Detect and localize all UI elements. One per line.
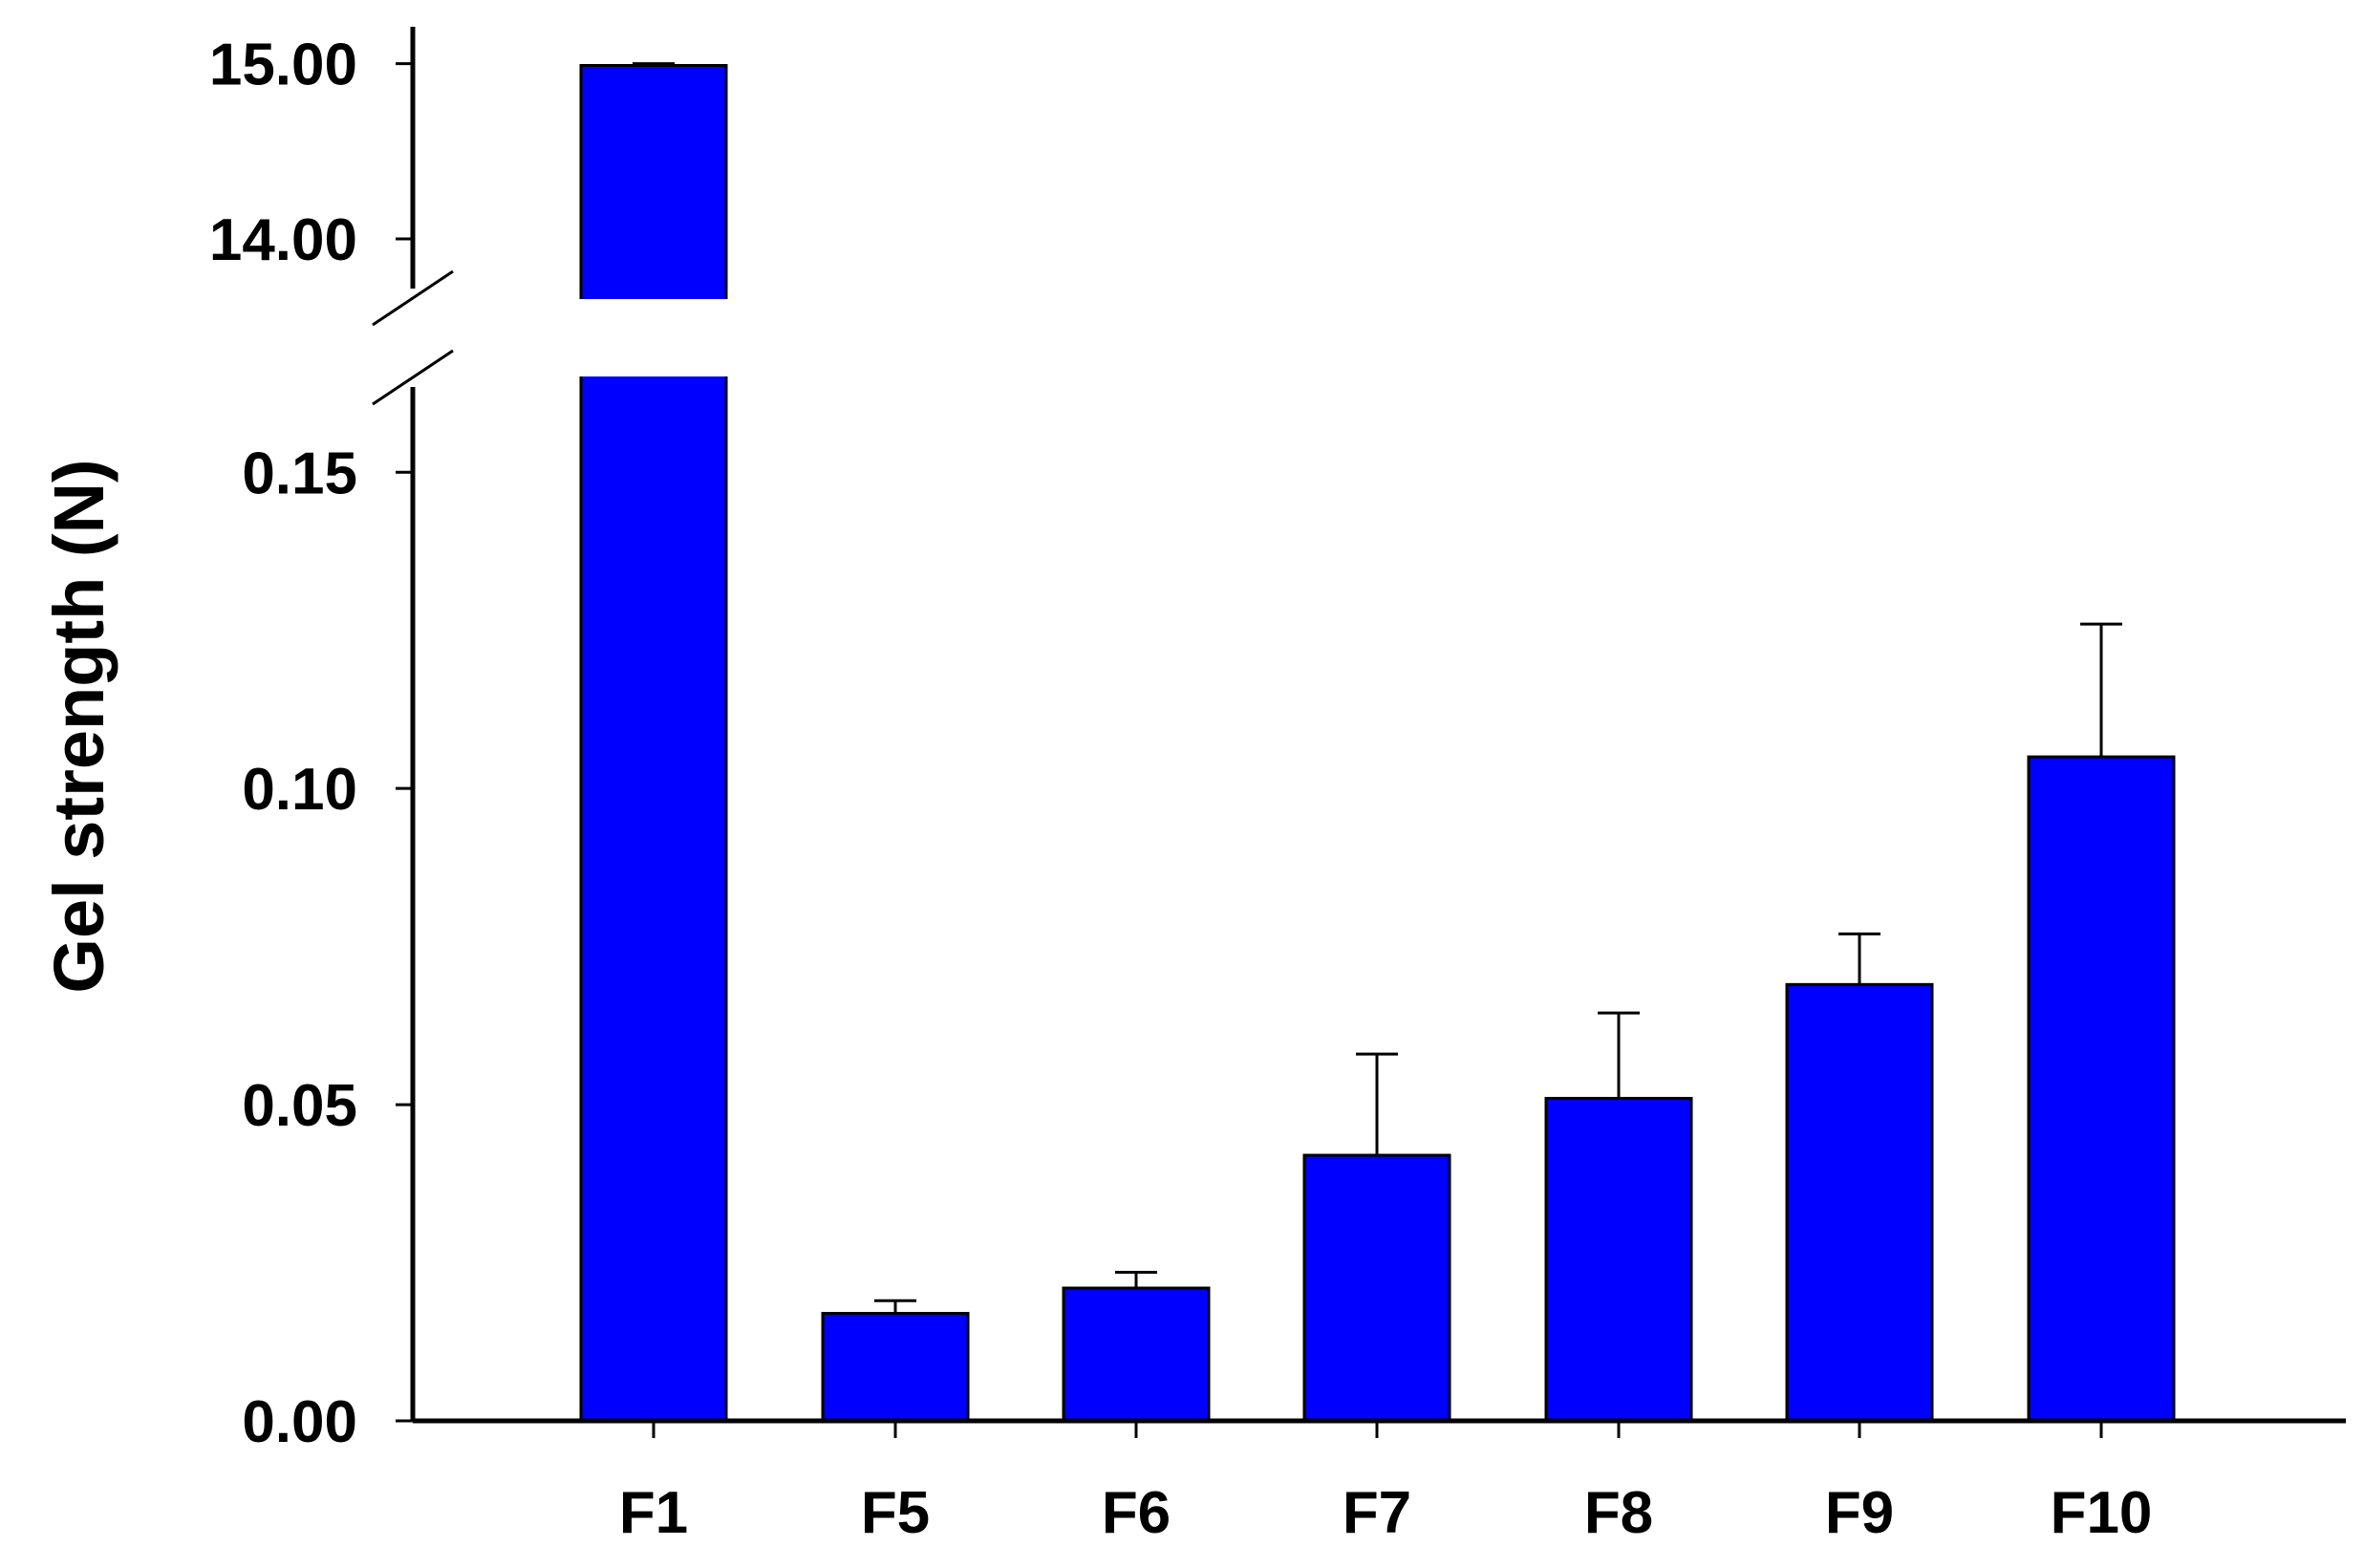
y-ticks-group: 0.00 0.05 0.10 0.15 14.00 15.00 xyxy=(209,32,413,1455)
y-tick-label: 0.00 xyxy=(242,1389,357,1455)
y-tick-label: 0.10 xyxy=(242,757,357,823)
error-bars-group xyxy=(633,62,2122,1314)
axes-group xyxy=(372,27,2346,1424)
bar-f6 xyxy=(1062,1286,1211,1423)
bar-f1-lower xyxy=(579,376,728,1423)
bar-f9 xyxy=(1785,982,1934,1423)
x-tick-label-f1: F1 xyxy=(619,1480,688,1546)
bar-f8 xyxy=(1544,1096,1693,1423)
bar-break-fill-bottom xyxy=(582,376,725,379)
x-ticks-group: F1 F5 F6 F7 F8 F9 F10 xyxy=(619,1421,2153,1546)
axis-break-mark-bottom xyxy=(372,349,454,406)
error-bar-f10 xyxy=(2080,622,2122,758)
y-tick-label: 15.00 xyxy=(209,32,357,98)
error-bar-f8 xyxy=(1598,1011,1640,1099)
bar-f10 xyxy=(2027,755,2176,1423)
bar-f1-upper xyxy=(579,64,728,300)
x-tick-label-f8: F8 xyxy=(1584,1480,1653,1546)
error-bar-f1 xyxy=(633,62,675,66)
y-tick-label: 14.00 xyxy=(209,207,357,273)
bar-f7 xyxy=(1302,1153,1451,1423)
x-tick-label-f7: F7 xyxy=(1343,1480,1411,1546)
x-tick-label-f10: F10 xyxy=(2051,1480,2153,1546)
bars-group xyxy=(578,64,2176,1423)
axis-break-mark-top xyxy=(372,269,454,327)
bar-break-gap xyxy=(578,299,729,376)
error-bar-f6 xyxy=(1115,1270,1157,1289)
x-tick-label-f9: F9 xyxy=(1825,1480,1894,1546)
bar-f5 xyxy=(821,1311,970,1423)
error-bar-f9 xyxy=(1838,932,1880,985)
y-tick-label: 0.05 xyxy=(242,1073,357,1139)
error-bar-f7 xyxy=(1356,1052,1398,1156)
error-bar-f5 xyxy=(874,1299,916,1314)
y-tick-label: 0.15 xyxy=(242,440,357,506)
y-axis-title: Gel strength (N) xyxy=(39,459,118,993)
x-tick-label-f5: F5 xyxy=(861,1480,930,1546)
x-tick-label-f6: F6 xyxy=(1102,1480,1171,1546)
bar-break-fill-top xyxy=(582,296,725,300)
